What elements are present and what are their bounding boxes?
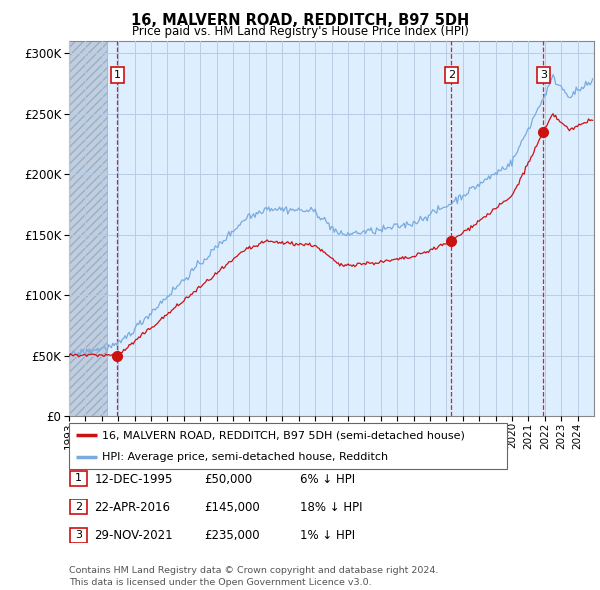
Text: 1: 1 [114, 70, 121, 80]
Text: 22-APR-2016: 22-APR-2016 [94, 501, 170, 514]
Text: 16, MALVERN ROAD, REDDITCH, B97 5DH: 16, MALVERN ROAD, REDDITCH, B97 5DH [131, 13, 469, 28]
Text: 1% ↓ HPI: 1% ↓ HPI [300, 529, 355, 542]
Text: 12-DEC-1995: 12-DEC-1995 [94, 473, 173, 486]
FancyBboxPatch shape [70, 499, 87, 514]
Text: 29-NOV-2021: 29-NOV-2021 [94, 529, 173, 542]
Text: 18% ↓ HPI: 18% ↓ HPI [300, 501, 362, 514]
Text: 16, MALVERN ROAD, REDDITCH, B97 5DH (semi-detached house): 16, MALVERN ROAD, REDDITCH, B97 5DH (sem… [102, 431, 465, 441]
Text: £235,000: £235,000 [204, 529, 260, 542]
FancyBboxPatch shape [70, 471, 87, 486]
Bar [69, 41, 107, 416]
Text: 1: 1 [75, 474, 82, 483]
Text: 3: 3 [540, 70, 547, 80]
Text: 6% ↓ HPI: 6% ↓ HPI [300, 473, 355, 486]
Text: 2: 2 [448, 70, 455, 80]
Text: £145,000: £145,000 [204, 501, 260, 514]
FancyBboxPatch shape [70, 527, 87, 543]
Text: 3: 3 [75, 530, 82, 540]
Text: HPI: Average price, semi-detached house, Redditch: HPI: Average price, semi-detached house,… [102, 451, 388, 461]
Text: Contains HM Land Registry data © Crown copyright and database right 2024.
This d: Contains HM Land Registry data © Crown c… [69, 566, 439, 587]
Text: Price paid vs. HM Land Registry's House Price Index (HPI): Price paid vs. HM Land Registry's House … [131, 25, 469, 38]
FancyBboxPatch shape [69, 423, 507, 469]
Text: 2: 2 [75, 502, 82, 512]
Text: £50,000: £50,000 [204, 473, 252, 486]
